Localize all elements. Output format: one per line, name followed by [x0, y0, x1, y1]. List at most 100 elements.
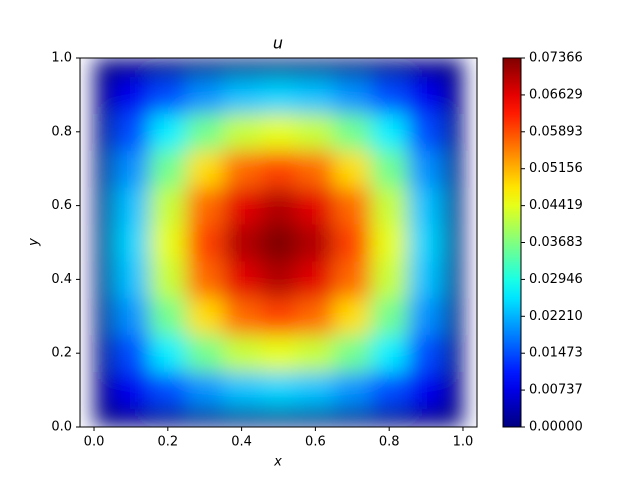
colorbar-tick-label: 0.05893 [529, 124, 583, 139]
heatmap-cell [407, 297, 446, 336]
y-axis-label: y [27, 238, 42, 247]
heatmap-cell [333, 334, 372, 373]
heatmap-cell [444, 187, 464, 225]
heatmap-cell [296, 187, 335, 225]
heatmap-cell [296, 408, 335, 427]
heatmap-cell [333, 408, 372, 427]
x-tick-label: 0.2 [157, 435, 178, 450]
heatmap-cell [333, 76, 372, 114]
heatmap-cell [149, 113, 187, 151]
heatmap-cell [407, 58, 446, 77]
colorbar-tick-label: 0.04419 [529, 198, 583, 213]
x-axis-label: x [273, 455, 282, 470]
heatmap-cell [296, 371, 335, 410]
colorbar [502, 57, 522, 428]
heatmap-cell [223, 260, 261, 299]
heatmap-cell [333, 113, 372, 151]
heatmap-cell [260, 371, 298, 410]
heatmap-cell [112, 58, 150, 77]
colorbar-tick-label: 0.05156 [529, 161, 583, 176]
heatmap-cell [444, 371, 464, 410]
heatmap-cell [149, 408, 187, 427]
heatmap-cell [370, 297, 409, 336]
heatmap-cells [94, 58, 464, 427]
heatmap-cell [370, 150, 409, 188]
heatmap-cell [186, 297, 224, 336]
heatmap-cell [112, 260, 150, 299]
heatmap-cell [296, 58, 335, 77]
heatmap-cell [260, 224, 298, 262]
heatmap-cell [260, 113, 298, 151]
heatmap-cell [112, 76, 150, 114]
heatmap-cell [407, 408, 446, 427]
heatmap-cell [186, 334, 224, 373]
heatmap-cell [223, 113, 261, 151]
heatmap-cell [223, 76, 261, 114]
heatmap-cell [186, 187, 224, 225]
heatmap-cell [186, 260, 224, 299]
heatmap-cell [149, 371, 187, 410]
heatmap-cell [223, 58, 261, 77]
heatmap-cell [149, 58, 187, 77]
heatmap-cell [407, 260, 446, 299]
heatmap-cell [149, 150, 187, 188]
heatmap-cell [260, 150, 298, 188]
heatmap-cell [223, 150, 261, 188]
colorbar-tick-label: 0.00000 [529, 420, 583, 435]
x-tick-label: 0.0 [84, 435, 105, 450]
colorbar-tick-label: 0.02946 [529, 272, 583, 287]
heatmap-cell [444, 260, 464, 299]
y-tick-label: 0.2 [51, 346, 72, 361]
heatmap-cell [223, 187, 261, 225]
heatmap-cell [112, 113, 150, 151]
heatmap-cell [333, 150, 372, 188]
heatmap-cell [149, 334, 187, 373]
heatmap-cell [186, 371, 224, 410]
heatmap-cell [370, 260, 409, 299]
heatmap-cell [333, 187, 372, 225]
heatmap-cell [407, 371, 446, 410]
heatmap-cell [296, 334, 335, 373]
heatmap-cell [444, 334, 464, 373]
heatmap-cell [94, 150, 113, 188]
heatmap-cell [94, 224, 113, 262]
heatmap-cell [296, 113, 335, 151]
heatmap-cell [296, 150, 335, 188]
heatmap-cell [223, 371, 261, 410]
heatmap-cell [444, 76, 464, 114]
heatmap-cell [370, 371, 409, 410]
heatmap-cell [186, 150, 224, 188]
heatmap-cell [223, 297, 261, 336]
heatmap-cell [186, 58, 224, 77]
heatmap-cell [370, 187, 409, 225]
heatmap-cell [186, 408, 224, 427]
heatmap-cell [186, 76, 224, 114]
heatmap-cell [94, 113, 113, 151]
heatmap-cell [260, 58, 298, 77]
y-tick-label: 0.6 [51, 198, 72, 213]
heatmap-cell [149, 224, 187, 262]
y-tick-label: 1.0 [51, 51, 72, 66]
colorbar-tick-label: 0.00737 [529, 383, 583, 398]
heatmap-cell [112, 224, 150, 262]
colorbar-tick-label: 0.03683 [529, 235, 583, 250]
heatmap-cell [149, 260, 187, 299]
heatmap-cell [444, 58, 464, 77]
heatmap-cell [112, 334, 150, 373]
heatmap-cell [112, 408, 150, 427]
heatmap-cell [260, 297, 298, 336]
heatmap-cell [260, 408, 298, 427]
heatmap-cell [370, 408, 409, 427]
heatmap-cell [94, 408, 113, 427]
heatmap-cell [149, 297, 187, 336]
heatmap-cell [296, 297, 335, 336]
heatmap-cell [296, 224, 335, 262]
heatmap-cell [370, 113, 409, 151]
heatmap-cell [94, 334, 113, 373]
heatmap-cell [223, 334, 261, 373]
x-tick-label: 0.6 [305, 435, 326, 450]
heatmap-cell [223, 408, 261, 427]
plot-frame [79, 57, 478, 428]
x-tick-label: 0.8 [379, 435, 400, 450]
